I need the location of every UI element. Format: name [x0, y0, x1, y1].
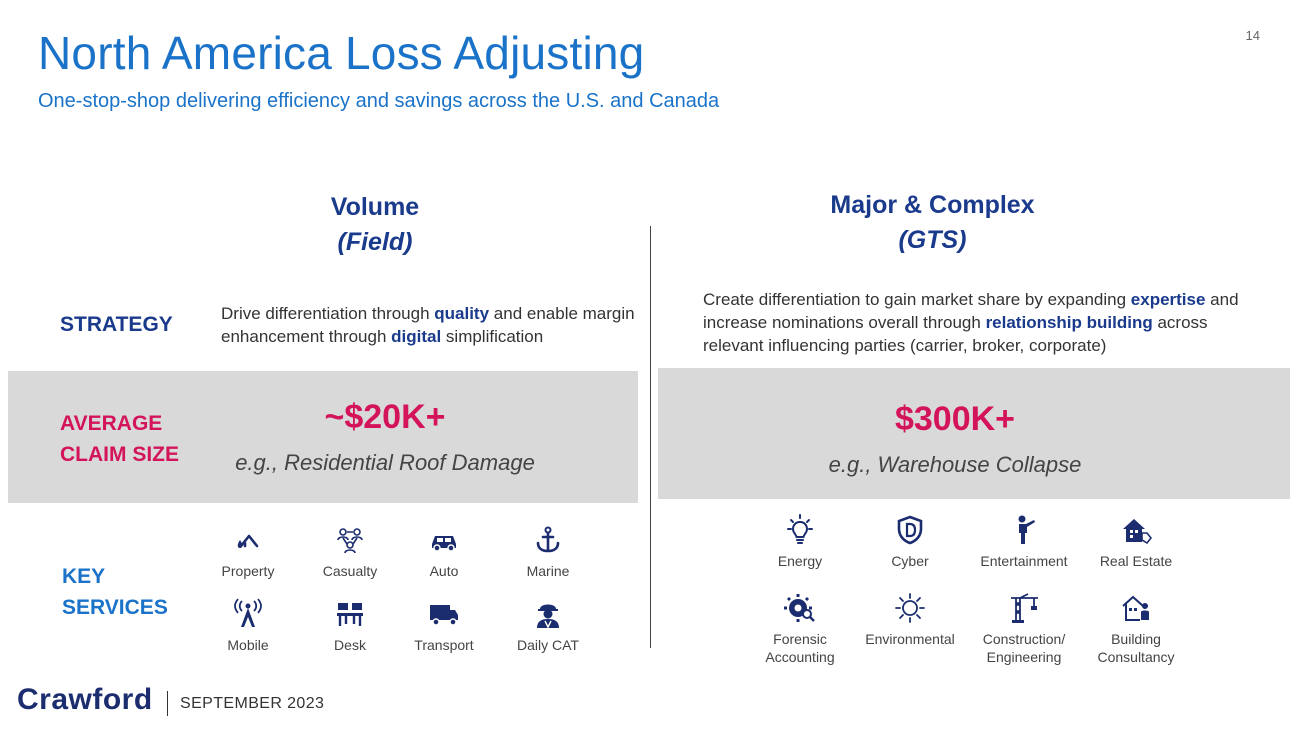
service-building-consultancy: Building Consultancy	[1081, 592, 1191, 666]
building-person-icon	[1122, 595, 1149, 621]
strategy-fragment: and increase nominations overall through	[703, 290, 1239, 332]
service-label: Auto	[429, 563, 459, 579]
service-auto: Auto	[389, 524, 499, 580]
shield-icon	[897, 515, 923, 545]
row-label-claim-size: AVERAGE CLAIM SIZE	[60, 408, 179, 470]
sun-icon	[895, 593, 925, 623]
service-mobile: Mobile	[193, 598, 303, 654]
service-casualty: Casualty	[295, 524, 405, 580]
service-label: Property	[221, 563, 275, 579]
strategy-fragment: simplification	[441, 327, 544, 346]
service-marine: Marine	[493, 524, 603, 580]
column-heading-major-title: Major & Complex	[830, 191, 1035, 219]
page-title: North America Loss Adjusting	[38, 27, 645, 79]
row-label-key-services: KEY SERVICES	[62, 561, 168, 623]
strategy-fragment: Create differentiation to gain market sh…	[703, 290, 1131, 309]
service-label: Building Consultancy	[1097, 631, 1175, 665]
column-divider	[650, 226, 651, 648]
service-label: Marine	[526, 563, 570, 579]
row-label-services-line2: SERVICES	[62, 596, 168, 619]
strategy-fragment: and enable margin enhancement through	[221, 304, 635, 346]
service-transport: Transport	[389, 598, 499, 654]
claim-example-volume: e.g., Residential Roof Damage	[235, 450, 535, 475]
service-energy: Energy	[745, 514, 855, 570]
people-network-icon	[337, 528, 363, 554]
row-label-claim-line1: AVERAGE	[60, 412, 163, 435]
service-desk: Desk	[295, 598, 405, 654]
strategy-text-volume: Drive differentiation through quality an…	[221, 302, 641, 348]
strategy-text-major: Create differentiation to gain market sh…	[703, 288, 1263, 357]
worker-icon	[537, 604, 559, 629]
service-forensic-accounting: Forensic Accounting	[745, 592, 855, 666]
service-label: Daily CAT	[517, 637, 579, 653]
column-heading-major-sub: (GTS)	[898, 226, 967, 254]
row-label-claim-line2: CLAIM SIZE	[60, 443, 179, 466]
crawford-logo: Crawford	[17, 683, 153, 716]
column-heading-volume: Volume (Field)	[230, 190, 520, 260]
lightbulb-icon	[787, 514, 813, 544]
strategy-keyword: quality	[434, 304, 490, 323]
service-label: Mobile	[227, 637, 269, 653]
service-label: Forensic Accounting	[765, 631, 835, 665]
anchor-icon	[536, 526, 560, 553]
claim-band-right	[658, 368, 1290, 499]
footer-separator	[167, 691, 168, 716]
service-label: Entertainment	[980, 553, 1068, 569]
service-label: Cyber	[891, 553, 929, 569]
service-construction-engineering: Construction/Engineering	[969, 592, 1079, 666]
service-label: Construction/Engineering	[982, 631, 1066, 665]
claim-band-left	[8, 371, 638, 503]
service-label: Desk	[334, 637, 366, 653]
service-label: Casualty	[322, 563, 378, 579]
claim-value-major: $300K+	[894, 400, 1016, 438]
service-cyber: Cyber	[855, 514, 965, 570]
cell-tower-icon	[234, 598, 262, 627]
house-drop-icon	[237, 534, 259, 548]
truck-icon	[430, 605, 458, 626]
service-property: Property	[193, 524, 303, 580]
desk-icon	[337, 603, 363, 626]
service-label: Transport	[414, 637, 474, 653]
footer-date: SEPTEMBER 2023	[180, 695, 325, 712]
strategy-keyword: relationship building	[985, 313, 1153, 332]
service-environmental: Environmental	[855, 592, 965, 648]
performer-icon	[1018, 515, 1035, 544]
strategy-keyword: digital	[391, 327, 442, 346]
claim-value-volume: ~$20K+	[324, 398, 446, 436]
column-heading-major-complex: Major & Complex (GTS)	[760, 188, 1105, 258]
column-heading-volume-sub: (Field)	[337, 228, 413, 256]
service-daily-cat: Daily CAT	[493, 598, 603, 654]
gear-search-icon	[784, 594, 815, 622]
strategy-fragment: Drive differentiation through	[221, 304, 435, 323]
service-label: Real Estate	[1099, 553, 1173, 569]
row-label-strategy: STRATEGY	[60, 313, 173, 336]
service-label: Environmental	[865, 631, 955, 647]
claim-example-major: e.g., Warehouse Collapse	[828, 452, 1082, 477]
crane-icon	[1011, 593, 1038, 623]
page-subtitle: One-stop-shop delivering efficiency and …	[38, 90, 720, 112]
strategy-fragment: across relevant influencing parties (car…	[703, 313, 1208, 355]
service-entertainment: Entertainment	[969, 514, 1079, 570]
car-icon	[432, 536, 456, 552]
service-label: Energy	[777, 553, 823, 569]
strategy-keyword: expertise	[1130, 290, 1206, 309]
service-real-estate: Real Estate	[1081, 514, 1191, 570]
column-heading-volume-title: Volume	[330, 193, 420, 221]
house-tag-icon	[1123, 519, 1152, 545]
page-number: 14	[1245, 28, 1260, 43]
row-label-services-line1: KEY	[62, 565, 106, 588]
